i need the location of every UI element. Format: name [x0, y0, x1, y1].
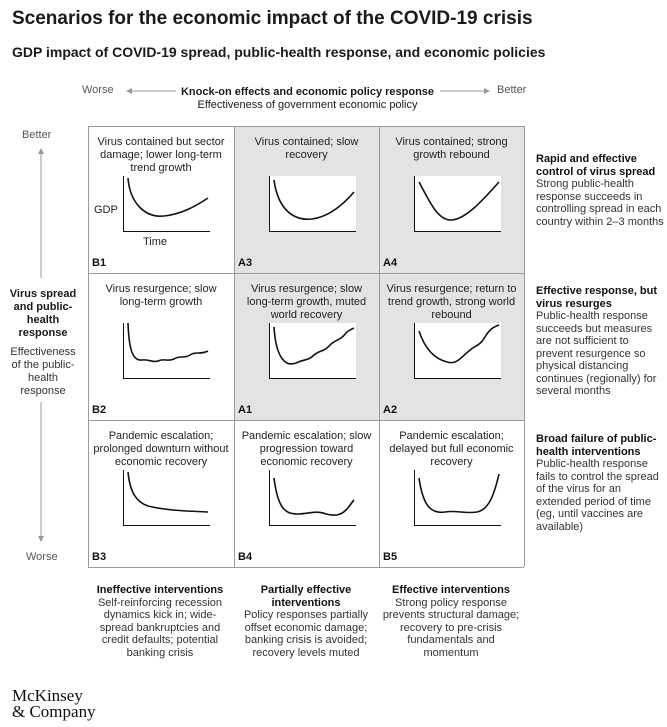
down-arrow-icon	[38, 402, 44, 542]
column-description-text: Strong policy response prevents structur…	[382, 596, 520, 659]
scenario-description: Virus resurgence; slow long-term growth	[105, 283, 217, 308]
grid-divider	[88, 273, 524, 274]
row-description-text: Public-health response fails to control …	[536, 458, 659, 533]
scenario-description: Virus contained; slow recovery	[254, 136, 359, 161]
column-description-title: Partially effective interventions	[260, 584, 352, 609]
scenario-code: B1	[92, 257, 107, 269]
gdp-curve-a4	[418, 181, 500, 221]
scenario-code: B4	[238, 551, 253, 563]
gdp-curve-chart	[414, 470, 501, 526]
gdp-curve-a2	[418, 324, 500, 364]
scenario-cell-a1: Virus resurgence; slow long-term growth,…	[234, 273, 379, 420]
chart-subtitle: GDP impact of COVID-19 spread, public-he…	[12, 44, 546, 60]
scenario-cell-a4: Virus contained; strong growth rebound A4	[379, 126, 524, 273]
row-description-2: Effective response, but virus resurges P…	[536, 285, 664, 398]
scenario-cell-a3: Virus contained; slow recovery A3	[234, 126, 379, 273]
gdp-curve-chart	[414, 323, 501, 379]
row-description-text: Public-health response succeeds but meas…	[536, 310, 657, 397]
scenario-code: A3	[238, 257, 253, 269]
gdp-curve-b5	[418, 473, 500, 514]
gdp-curve-a3	[273, 179, 355, 220]
column-description-3: Effective interventions Strong policy re…	[381, 584, 521, 659]
scenario-description: Virus contained; strong growth rebound	[395, 136, 508, 161]
gdp-curve-chart	[269, 323, 356, 379]
scenario-code: A4	[383, 257, 398, 269]
grid-divider	[379, 126, 380, 567]
y-axis-better-label: Better	[22, 129, 52, 141]
y-axis-subtitle: Effectiveness of the public-health respo…	[10, 346, 76, 397]
gdp-curve-chart	[123, 470, 210, 526]
left-arrow-icon	[126, 88, 176, 94]
x-axis-header: Knock-on effects and economic policy res…	[170, 86, 445, 112]
scenario-description: Pandemic escalation; prolonged downturn …	[93, 430, 229, 468]
y-axis-worse-label: Worse	[26, 551, 58, 563]
right-arrow-icon	[440, 88, 490, 94]
row-description-title: Broad failure of public-health intervent…	[536, 433, 657, 458]
scenario-cell-a2: Virus resurgence; return to trend growth…	[379, 273, 524, 420]
row-description-3: Broad failure of public-health intervent…	[536, 433, 664, 533]
scenario-code: B2	[92, 404, 107, 416]
grid-divider	[88, 126, 524, 127]
gdp-curve-chart	[414, 176, 501, 232]
scenario-code: A2	[383, 404, 398, 416]
grid-divider	[234, 126, 235, 567]
logo-line-2: & Company	[12, 702, 96, 721]
gdp-curve-chart	[123, 176, 210, 232]
row-description-title: Effective response, but virus resurges	[536, 285, 658, 310]
gdp-curve-b1	[127, 177, 209, 217]
time-axis-label: Time	[143, 236, 168, 248]
column-description-title: Effective interventions	[392, 584, 510, 596]
column-description-1: Ineffective interventions Self-reinforci…	[90, 584, 230, 659]
gdp-curve-a1	[273, 326, 355, 365]
scenario-description: Pandemic escalation; delayed but full ec…	[389, 430, 514, 468]
y-axis-title: Virus spread and public-health response	[9, 288, 77, 339]
scenario-description: Virus resurgence; slow long-term growth,…	[246, 283, 367, 321]
gdp-curve-b4	[273, 477, 355, 516]
column-description-text: Self-reinforcing recession dynamics kick…	[97, 596, 223, 659]
scenario-code: B3	[92, 551, 107, 563]
grid-divider	[88, 126, 89, 567]
gdp-curve-b2	[127, 323, 209, 363]
scenario-code: B5	[383, 551, 398, 563]
grid-divider	[88, 420, 524, 421]
column-description-title: Ineffective interventions	[96, 584, 224, 596]
scenario-cell-b2: Virus resurgence; slow long-term growth B…	[88, 273, 234, 420]
logo-line-1: McKinsey	[12, 686, 83, 705]
scenario-cell-b4: Pandemic escalation; slow progression to…	[234, 420, 379, 567]
up-arrow-icon	[38, 148, 44, 278]
chart-title: Scenarios for the economic impact of the…	[12, 8, 533, 29]
scenario-cell-b5: Pandemic escalation; delayed but full ec…	[379, 420, 524, 567]
gdp-curve-chart	[123, 323, 210, 379]
row-description-title: Rapid and effective control of virus spr…	[536, 153, 656, 178]
scenario-cell-b1: Virus contained but sector damage; lower…	[88, 126, 234, 273]
grid-divider	[88, 567, 524, 568]
gdp-curve-chart	[269, 176, 356, 232]
scenario-code: A1	[238, 404, 253, 416]
x-axis-subtitle: Effectiveness of government economic pol…	[197, 99, 418, 111]
gdp-curve-chart	[269, 470, 356, 526]
gdp-curve-b3	[127, 471, 209, 513]
company-logo: McKinsey & Company	[12, 686, 96, 721]
scenario-description: Virus contained but sector damage; lower…	[97, 136, 225, 174]
x-axis-better-label: Better	[497, 84, 527, 96]
x-axis-worse-label: Worse	[82, 84, 114, 96]
scenario-description: Virus resurgence; return to trend growth…	[386, 283, 517, 321]
grid-divider	[524, 126, 525, 567]
gdp-axis-label: GDP	[94, 204, 118, 216]
scenario-description: Pandemic escalation; slow progression to…	[241, 430, 372, 468]
column-description-text: Policy responses partially offset econom…	[243, 609, 369, 659]
column-description-2: Partially effective interventions Policy…	[236, 584, 376, 659]
row-description-1: Rapid and effective control of virus spr…	[536, 153, 664, 228]
scenario-cell-b3: Pandemic escalation; prolonged downturn …	[88, 420, 234, 567]
row-description-text: Strong public-health response succeeds i…	[536, 178, 664, 228]
x-axis-title: Knock-on effects and economic policy res…	[180, 86, 435, 98]
